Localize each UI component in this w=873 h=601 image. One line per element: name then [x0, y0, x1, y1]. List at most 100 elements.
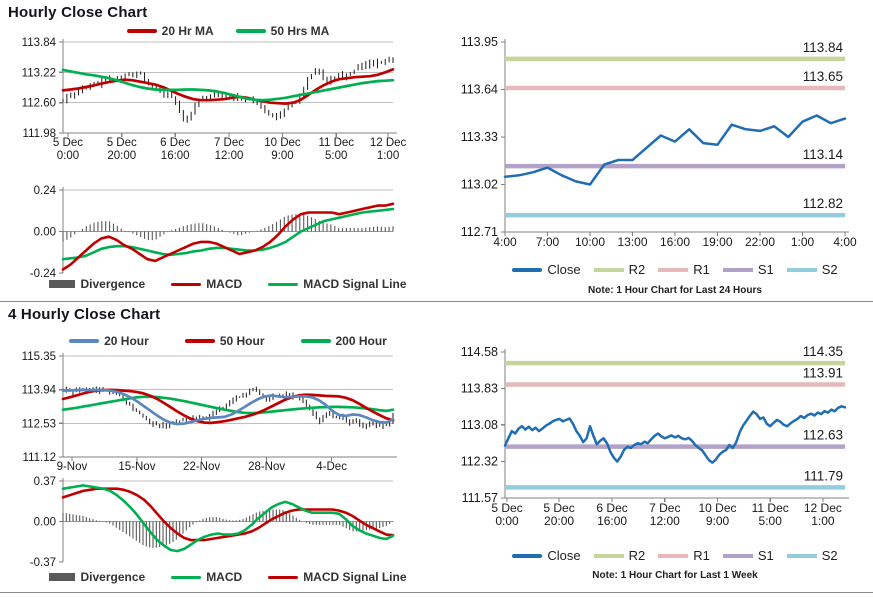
fourhourly-macd-chart: 0.37 0.00 -0.37: [0, 474, 440, 569]
20hr-ma-swatch: [126, 29, 157, 33]
fourhourly-price-legend: 20 Hour 50 Hour 200 Hour: [63, 334, 393, 348]
svg-text:113.91: 113.91: [803, 365, 843, 380]
20hour-swatch: [69, 339, 100, 343]
svg-text:12:00: 12:00: [215, 150, 244, 162]
svg-text:5:00: 5:00: [325, 150, 347, 162]
legend-item-s1: S1: [722, 262, 774, 277]
s2-swatch: [786, 553, 817, 558]
hourly-pivot-legend: Close R2 R1 S1 S2: [505, 262, 845, 277]
svg-text:5 Dec: 5 Dec: [491, 501, 522, 515]
legend-item-20hr-ma: 20 Hr MA: [126, 24, 214, 38]
svg-text:9-Nov: 9-Nov: [57, 461, 88, 473]
divergence-swatch: [49, 573, 76, 581]
200hour-swatch: [300, 339, 331, 343]
legend-label: Close: [547, 262, 581, 277]
svg-text:5 Dec: 5 Dec: [107, 137, 137, 149]
legend-label: 20 Hr MA: [161, 24, 214, 38]
svg-text:16:00: 16:00: [597, 514, 627, 528]
hourly-section-title: Hourly Close Chart: [8, 4, 148, 21]
svg-text:0:00: 0:00: [495, 514, 519, 528]
svg-text:4-Dec: 4-Dec: [316, 461, 347, 473]
svg-text:0.24: 0.24: [34, 185, 57, 197]
legend-item-r2: R2: [593, 548, 645, 563]
legend-label: Close: [547, 548, 581, 563]
svg-text:113.02: 113.02: [461, 178, 498, 192]
svg-text:28-Nov: 28-Nov: [248, 461, 285, 473]
svg-text:114.58: 114.58: [461, 345, 498, 359]
svg-text:1:00: 1:00: [811, 514, 835, 528]
legend-label: 50 Hour: [219, 334, 265, 348]
legend-label: MACD: [206, 277, 243, 291]
svg-text:11 Dec: 11 Dec: [752, 501, 789, 515]
svg-text:11 Dec: 11 Dec: [318, 137, 354, 149]
legend-item-r1: R1: [658, 548, 710, 563]
svg-text:112.71: 112.71: [461, 225, 498, 239]
svg-text:113.08: 113.08: [461, 418, 498, 432]
legend-label: S1: [757, 262, 774, 277]
svg-text:1:00: 1:00: [791, 235, 815, 249]
svg-text:113.64: 113.64: [461, 83, 498, 97]
svg-text:112.82: 112.82: [803, 196, 843, 211]
macd-signal-swatch: [268, 575, 299, 579]
legend-label: S2: [821, 548, 838, 563]
legend-label: R2: [628, 262, 646, 277]
svg-text:112.32: 112.32: [461, 455, 498, 469]
svg-text:12:00: 12:00: [650, 514, 680, 528]
legend-item-macd: MACD: [171, 570, 242, 584]
legend-label: S2: [821, 262, 838, 277]
50hour-swatch: [184, 339, 215, 343]
svg-text:4:00: 4:00: [493, 235, 517, 249]
svg-text:7 Dec: 7 Dec: [649, 501, 680, 515]
divergence-swatch: [49, 280, 76, 288]
svg-text:7 Dec: 7 Dec: [214, 137, 244, 149]
s2-swatch: [786, 267, 817, 272]
legend-label: 20 Hour: [104, 334, 149, 348]
svg-text:112.60: 112.60: [22, 98, 56, 110]
svg-text:0:00: 0:00: [57, 150, 79, 162]
s1-swatch: [722, 267, 753, 272]
svg-text:5 Dec: 5 Dec: [543, 501, 574, 515]
hourly-price-legend: 20 Hr MA 50 Hrs MA: [63, 24, 393, 38]
svg-text:113.65: 113.65: [803, 69, 843, 84]
svg-text:113.33: 113.33: [461, 130, 498, 144]
legend-item-macd-signal: MACD Signal Line: [268, 277, 407, 291]
bottom-divider: [0, 592, 873, 593]
svg-text:112.63: 112.63: [803, 428, 843, 443]
svg-text:-0.37: -0.37: [30, 557, 56, 566]
legend-item-divergence: Divergence: [49, 277, 145, 291]
svg-text:114.35: 114.35: [803, 344, 843, 359]
legend-label: MACD Signal Line: [303, 277, 407, 291]
fourhourly-price-chart: 115.35 113.94 112.53 111.12 9-Nov 15-Nov 22-No…: [0, 348, 440, 476]
svg-text:111.57: 111.57: [462, 491, 498, 505]
svg-text:6 Dec: 6 Dec: [596, 501, 627, 515]
section-divider: [0, 301, 873, 302]
s1-swatch: [722, 553, 753, 558]
svg-text:4:00: 4:00: [833, 235, 857, 249]
legend-item-s2: S2: [786, 548, 838, 563]
svg-text:0.37: 0.37: [34, 476, 56, 488]
svg-text:5 Dec: 5 Dec: [53, 137, 83, 149]
svg-text:9:00: 9:00: [271, 150, 293, 162]
svg-text:9:00: 9:00: [706, 514, 730, 528]
legend-item-s2: S2: [786, 262, 838, 277]
svg-text:111.79: 111.79: [804, 468, 843, 483]
svg-text:20:00: 20:00: [544, 514, 574, 528]
legend-label: MACD Signal Line: [303, 570, 407, 584]
macd-swatch: [171, 575, 202, 579]
svg-text:113.84: 113.84: [803, 40, 844, 55]
50hrs-ma-swatch: [235, 29, 266, 33]
legend-label: R1: [693, 548, 710, 563]
legend-item-macd-signal: MACD Signal Line: [268, 570, 407, 584]
svg-text:113.14: 113.14: [803, 147, 844, 162]
legend-label: Divergence: [80, 277, 146, 291]
svg-text:10:00: 10:00: [575, 235, 605, 249]
weekly-pivot-legend: Close R2 R1 S1 S2: [505, 548, 845, 563]
legend-item-close: Close: [512, 262, 581, 277]
svg-text:16:00: 16:00: [660, 235, 690, 249]
svg-text:6 Dec: 6 Dec: [160, 137, 190, 149]
legend-item-close: Close: [512, 548, 581, 563]
svg-text:0.00: 0.00: [34, 227, 56, 239]
svg-text:7:00: 7:00: [536, 235, 560, 249]
weekly-pivot-chart: 114.58 113.83 113.08 112.32 111.57 5 Dec 0:00 5…: [440, 340, 873, 545]
fourhourly-section-title: 4 Hourly Close Chart: [8, 306, 161, 323]
